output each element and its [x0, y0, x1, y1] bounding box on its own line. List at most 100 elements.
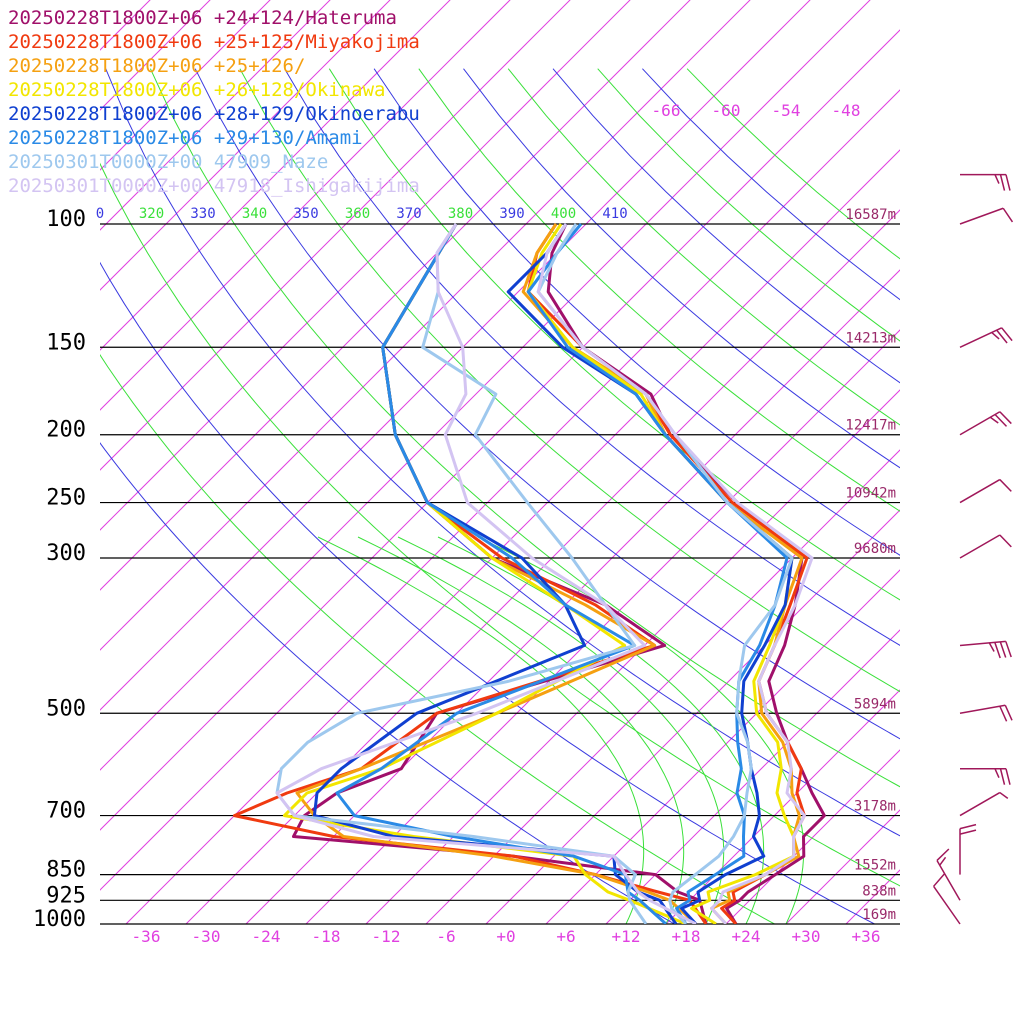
isotherm-line	[100, 0, 211, 111]
legend-entry: 20250228T1800Z+06 +24+124/Hateruma	[8, 7, 397, 29]
series-0-temperature-line	[546, 223, 826, 924]
temperature-tick-label: +6	[556, 927, 575, 946]
dry-adiabat-line	[100, 261, 876, 924]
theta-label: 330	[190, 206, 215, 222]
wind-barb	[959, 791, 1009, 817]
temperature-tick-label: +30	[792, 927, 821, 946]
pressure-tick-label: 500	[46, 696, 86, 721]
height-label: 5894m	[854, 696, 896, 712]
moist-adiabat-line	[507, 68, 900, 426]
dry-adiabat-line	[105, 68, 900, 837]
wind-barb-flag	[1005, 174, 1011, 191]
wind-barb-shaft	[959, 791, 1001, 817]
wind-barb-shaft	[959, 704, 1006, 715]
wind-barb-flag	[994, 174, 1000, 184]
wind-barb	[960, 173, 1011, 191]
theta-label: 380	[448, 206, 473, 222]
isotherm-line	[906, 0, 1024, 924]
wind-barb-flag	[988, 642, 995, 652]
wind-barb	[959, 823, 977, 875]
series-3-temperature-line	[526, 223, 796, 924]
dry-adiabat-line	[642, 68, 900, 301]
upper-temperature-label: -54	[772, 101, 801, 120]
temperature-tick-label: -24	[252, 927, 281, 946]
theta-label: 0	[96, 206, 104, 222]
height-label: 12417m	[845, 418, 896, 434]
wind-barb-flag	[994, 413, 1008, 427]
isotherm-line	[100, 0, 451, 351]
legend-entry: 20250228T1800Z+06 +29+130/Amami	[8, 127, 363, 149]
wind-barb	[959, 207, 1014, 225]
height-label: 10942m	[845, 486, 896, 502]
wind-barb-flag	[1002, 207, 1014, 223]
height-label: 1552m	[854, 858, 896, 874]
wind-barb-shaft	[959, 640, 1006, 647]
pressure-tick-label: 700	[46, 799, 86, 824]
moist-adiabat-line	[100, 354, 776, 924]
wind-barb-flag	[959, 829, 977, 835]
isotherm-line	[100, 0, 391, 291]
series-7-dewpoint-line	[275, 223, 697, 924]
wind-barb-shaft	[933, 885, 961, 925]
wind-barb-flag	[999, 791, 1009, 799]
wind-barb-flag	[994, 642, 1001, 659]
pressure-tick-label: 850	[46, 858, 86, 883]
temperature-tick-label: +12	[612, 927, 641, 946]
wind-barb-flag	[1005, 641, 1012, 658]
theta-label: 350	[293, 206, 318, 222]
theta-label: 410	[602, 206, 627, 222]
upper-temperature-label: -60	[712, 101, 741, 120]
wind-barb-flag	[999, 174, 1006, 191]
legend-entry: 20250301T0000Z+00 47909_Naze	[8, 151, 328, 173]
wind-barb-flag	[999, 768, 1006, 785]
wind-barb	[936, 848, 961, 901]
wind-barb-flag	[999, 479, 1012, 492]
axis-labels: 100 16587m 150 14213m 200 12417m 250 10942m 300 9…	[33, 101, 896, 946]
temperature-tick-label: -30	[192, 927, 221, 946]
isotherm-line	[100, 0, 271, 171]
moist-adiabat-line	[418, 68, 900, 512]
dry-adiabat-line	[284, 68, 900, 646]
wind-barb	[959, 478, 1012, 504]
moist-adiabat-line	[317, 536, 645, 924]
wind-barb-flag	[996, 329, 1008, 344]
pressure-tick-label: 200	[46, 418, 86, 443]
legend-entry: 20250228T1800Z+06 +25+126/	[8, 55, 305, 77]
wind-barb-flag	[994, 768, 1000, 779]
isotherm-line	[725, 749, 900, 924]
isotherm-line	[485, 509, 900, 924]
temperature-tick-label: -6	[436, 927, 455, 946]
temperature-tick-label: -36	[132, 927, 161, 946]
wind-barb-flag	[939, 856, 947, 866]
theta-label: 320	[139, 206, 164, 222]
legend-entry: 20250228T1800Z+06 +28+129/Okinoerabu	[8, 103, 420, 125]
wind-barb	[933, 873, 961, 925]
isotherm-line	[545, 569, 900, 924]
legend-entry: 20250301T0000Z+00 47918_Ishigakijima	[8, 175, 420, 197]
dry-adiabat-line	[373, 68, 900, 556]
theta-label: 360	[345, 206, 370, 222]
sounding-profiles	[232, 223, 826, 924]
temperature-tick-label: +0	[496, 927, 515, 946]
wind-barb	[960, 767, 1011, 785]
pressure-tick-label: 925	[46, 883, 86, 908]
isotherm-line	[785, 809, 900, 924]
wind-barb-shaft	[959, 478, 1001, 504]
wind-barb-flag	[989, 416, 999, 424]
wind-barb	[959, 534, 1012, 559]
height-label: 3178m	[854, 799, 896, 815]
isotherm-line	[605, 629, 900, 924]
wind-barb-flag	[991, 331, 1000, 340]
pressure-tick-label: 100	[46, 207, 86, 232]
theta-label: 370	[396, 206, 421, 222]
wind-barb-flag	[999, 534, 1012, 548]
height-label: 16587m	[845, 207, 896, 223]
wind-barb-shaft	[936, 860, 961, 901]
wind-barb	[959, 640, 1012, 659]
wind-barb-flag	[1004, 704, 1013, 721]
series-3-dewpoint-line	[282, 223, 687, 924]
isotherm-line	[305, 329, 900, 924]
wind-barb-flag	[999, 411, 1012, 425]
legend: 20250228T1800Z+06 +24+124/Hateruma 202502…	[8, 7, 420, 197]
